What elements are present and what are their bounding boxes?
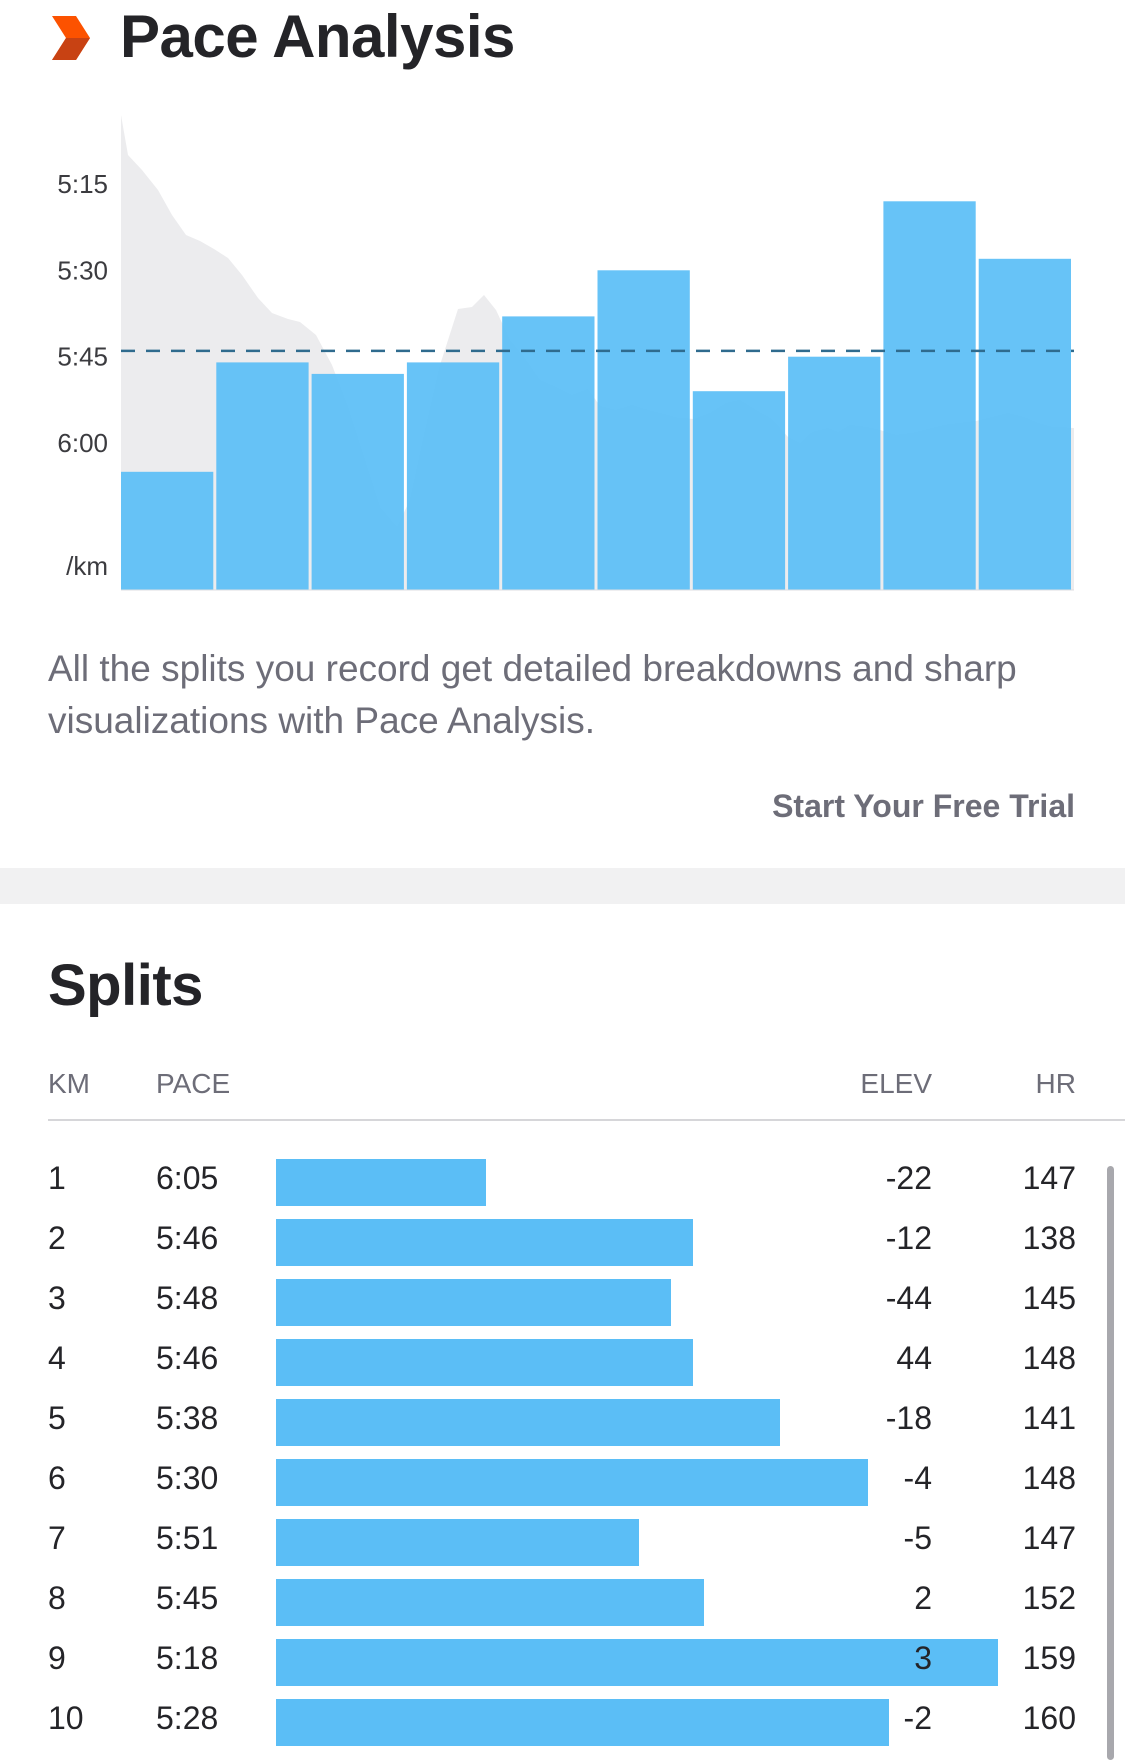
split-km: 3: [48, 1280, 66, 1316]
table-row: 10 5:28 -2 160: [0, 1692, 1125, 1752]
pace-bars: [121, 201, 1071, 591]
split-pace-bar: [276, 1339, 693, 1386]
scrollbar[interactable]: [1107, 1166, 1114, 1760]
split-hr: 148: [1022, 1340, 1076, 1376]
header-hr: HR: [1035, 1068, 1076, 1099]
split-km: 8: [48, 1580, 66, 1616]
y-tick-label: 5:15: [57, 169, 108, 199]
splits-table: 1 6:05 -22 147 2 5:46 -12 138 3 5:48 -44 145 4 5:4…: [0, 1152, 1125, 1752]
split-pace-bar: [276, 1399, 780, 1446]
split-elev: -5: [903, 1520, 932, 1556]
split-pace-bar: [276, 1639, 998, 1686]
y-tick-label: 5:30: [57, 255, 108, 285]
header-km: KM: [48, 1068, 90, 1099]
split-km: 9: [48, 1640, 66, 1676]
split-pace-bar: [276, 1519, 639, 1566]
table-row: 1 6:05 -22 147: [0, 1152, 1125, 1212]
table-row: 6 5:30 -4 148: [0, 1452, 1125, 1512]
split-hr: 152: [1022, 1580, 1076, 1616]
split-elev: -22: [885, 1160, 932, 1196]
split-km: 2: [48, 1220, 66, 1256]
split-pace-bar: [276, 1159, 486, 1206]
split-km: 6: [48, 1460, 66, 1496]
pace-bar-km-4: [406, 362, 500, 590]
split-pace-bar: [276, 1579, 704, 1626]
split-pace-bar: [276, 1219, 693, 1266]
y-unit-label: /km: [66, 551, 108, 581]
y-axis-labels: 5:15 5:30 5:45 6:00/km: [57, 169, 108, 581]
split-elev: 44: [896, 1340, 932, 1376]
start-free-trial-link[interactable]: Start Your Free Trial: [772, 788, 1075, 824]
pace-bar-km-2: [216, 362, 309, 590]
split-km: 4: [48, 1340, 66, 1376]
pace-bar-km-6: [597, 270, 690, 590]
split-hr: 147: [1022, 1520, 1076, 1556]
split-pace: 5:38: [156, 1400, 219, 1436]
split-pace: 5:48: [156, 1280, 219, 1316]
header-divider: [48, 1119, 1125, 1121]
split-pace: 5:30: [156, 1460, 219, 1496]
header-pace: PACE: [156, 1068, 231, 1099]
split-elev: 2: [914, 1580, 932, 1616]
split-pace: 5:46: [156, 1220, 219, 1256]
split-hr: 138: [1022, 1220, 1076, 1256]
split-hr: 159: [1022, 1640, 1076, 1676]
table-row: 9 5:18 3 159: [0, 1632, 1125, 1692]
page-title: Pace Analysis: [120, 3, 515, 70]
y-tick-label: 6:00: [57, 428, 108, 458]
description-text: All the splits you record get detailed b…: [48, 648, 1017, 741]
y-tick-label: 5:45: [57, 342, 108, 372]
table-row: 8 5:45 2 152: [0, 1572, 1125, 1632]
table-row: 7 5:51 -5 147: [0, 1512, 1125, 1572]
header-elev: ELEV: [860, 1068, 932, 1099]
split-hr: 160: [1022, 1700, 1076, 1736]
table-row: 2 5:46 -12 138: [0, 1212, 1125, 1272]
pace-bar-km-8: [788, 356, 881, 590]
chevron-right-icon: [52, 16, 90, 60]
split-elev: 3: [914, 1640, 932, 1676]
section-divider: [0, 868, 1125, 904]
split-elev: -4: [903, 1460, 932, 1496]
split-km: 7: [48, 1520, 66, 1556]
split-pace: 5:46: [156, 1340, 219, 1376]
split-pace: 5:28: [156, 1700, 219, 1736]
pace-bar-km-7: [692, 391, 786, 590]
split-pace-bar: [276, 1279, 671, 1326]
pace-bar-km-3: [311, 373, 404, 590]
table-row: 3 5:48 -44 145: [0, 1272, 1125, 1332]
split-pace: 6:05: [156, 1160, 219, 1196]
split-pace: 5:45: [156, 1580, 219, 1616]
split-hr: 141: [1022, 1400, 1076, 1436]
split-elev: -18: [885, 1400, 932, 1436]
splits-title: Splits: [48, 953, 203, 1018]
pace-bar-km-5: [502, 316, 595, 590]
pace-bar-km-10: [978, 258, 1071, 590]
split-pace-bar: [276, 1699, 889, 1746]
split-hr: 147: [1022, 1160, 1076, 1196]
pace-chart: 5:15 5:30 5:45 6:00/km: [57, 115, 1074, 591]
split-pace-bar: [276, 1459, 868, 1506]
split-pace: 5:51: [156, 1520, 219, 1556]
split-elev: -12: [885, 1220, 932, 1256]
split-elev: -44: [885, 1280, 932, 1316]
split-elev: -2: [903, 1700, 932, 1736]
split-km: 1: [48, 1160, 66, 1196]
split-km: 5: [48, 1400, 66, 1436]
split-pace: 5:18: [156, 1640, 219, 1676]
table-row: 4 5:46 44 148: [0, 1332, 1125, 1392]
table-row: 5 5:38 -18 141: [0, 1392, 1125, 1452]
split-km: 10: [48, 1700, 84, 1736]
split-hr: 148: [1022, 1460, 1076, 1496]
pace-bar-km-1: [121, 471, 214, 590]
split-hr: 145: [1022, 1280, 1076, 1316]
pace-bar-km-9: [883, 201, 976, 591]
